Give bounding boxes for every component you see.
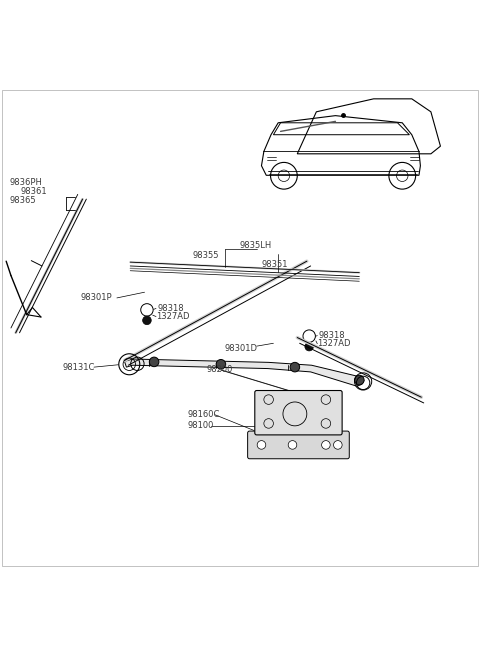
Circle shape <box>355 375 364 385</box>
Circle shape <box>290 362 300 372</box>
FancyBboxPatch shape <box>248 431 349 459</box>
Text: 98200: 98200 <box>206 365 233 375</box>
Circle shape <box>305 342 313 351</box>
Circle shape <box>216 359 226 369</box>
Text: 98365: 98365 <box>10 195 36 205</box>
Circle shape <box>334 441 342 449</box>
Text: 98131C: 98131C <box>62 363 95 372</box>
Circle shape <box>288 441 297 449</box>
Text: 98351: 98351 <box>262 260 288 269</box>
Text: 98160C: 98160C <box>188 411 220 419</box>
Circle shape <box>149 357 159 367</box>
Text: 98100: 98100 <box>188 421 214 430</box>
Text: 98301D: 98301D <box>225 344 258 352</box>
Text: 98301P: 98301P <box>80 293 112 302</box>
Text: 98318: 98318 <box>319 331 346 340</box>
Polygon shape <box>124 359 364 386</box>
Text: 98318: 98318 <box>157 304 184 313</box>
Text: 9836PH: 9836PH <box>10 178 43 187</box>
FancyBboxPatch shape <box>255 390 342 435</box>
Text: 1327AD: 1327AD <box>317 339 351 348</box>
Text: 1327AD: 1327AD <box>156 312 190 321</box>
Circle shape <box>257 441 266 449</box>
Text: 98355: 98355 <box>192 251 219 260</box>
Circle shape <box>322 441 330 449</box>
Text: 9835LH: 9835LH <box>240 241 272 251</box>
Circle shape <box>143 316 151 325</box>
Text: 98361: 98361 <box>21 187 47 196</box>
